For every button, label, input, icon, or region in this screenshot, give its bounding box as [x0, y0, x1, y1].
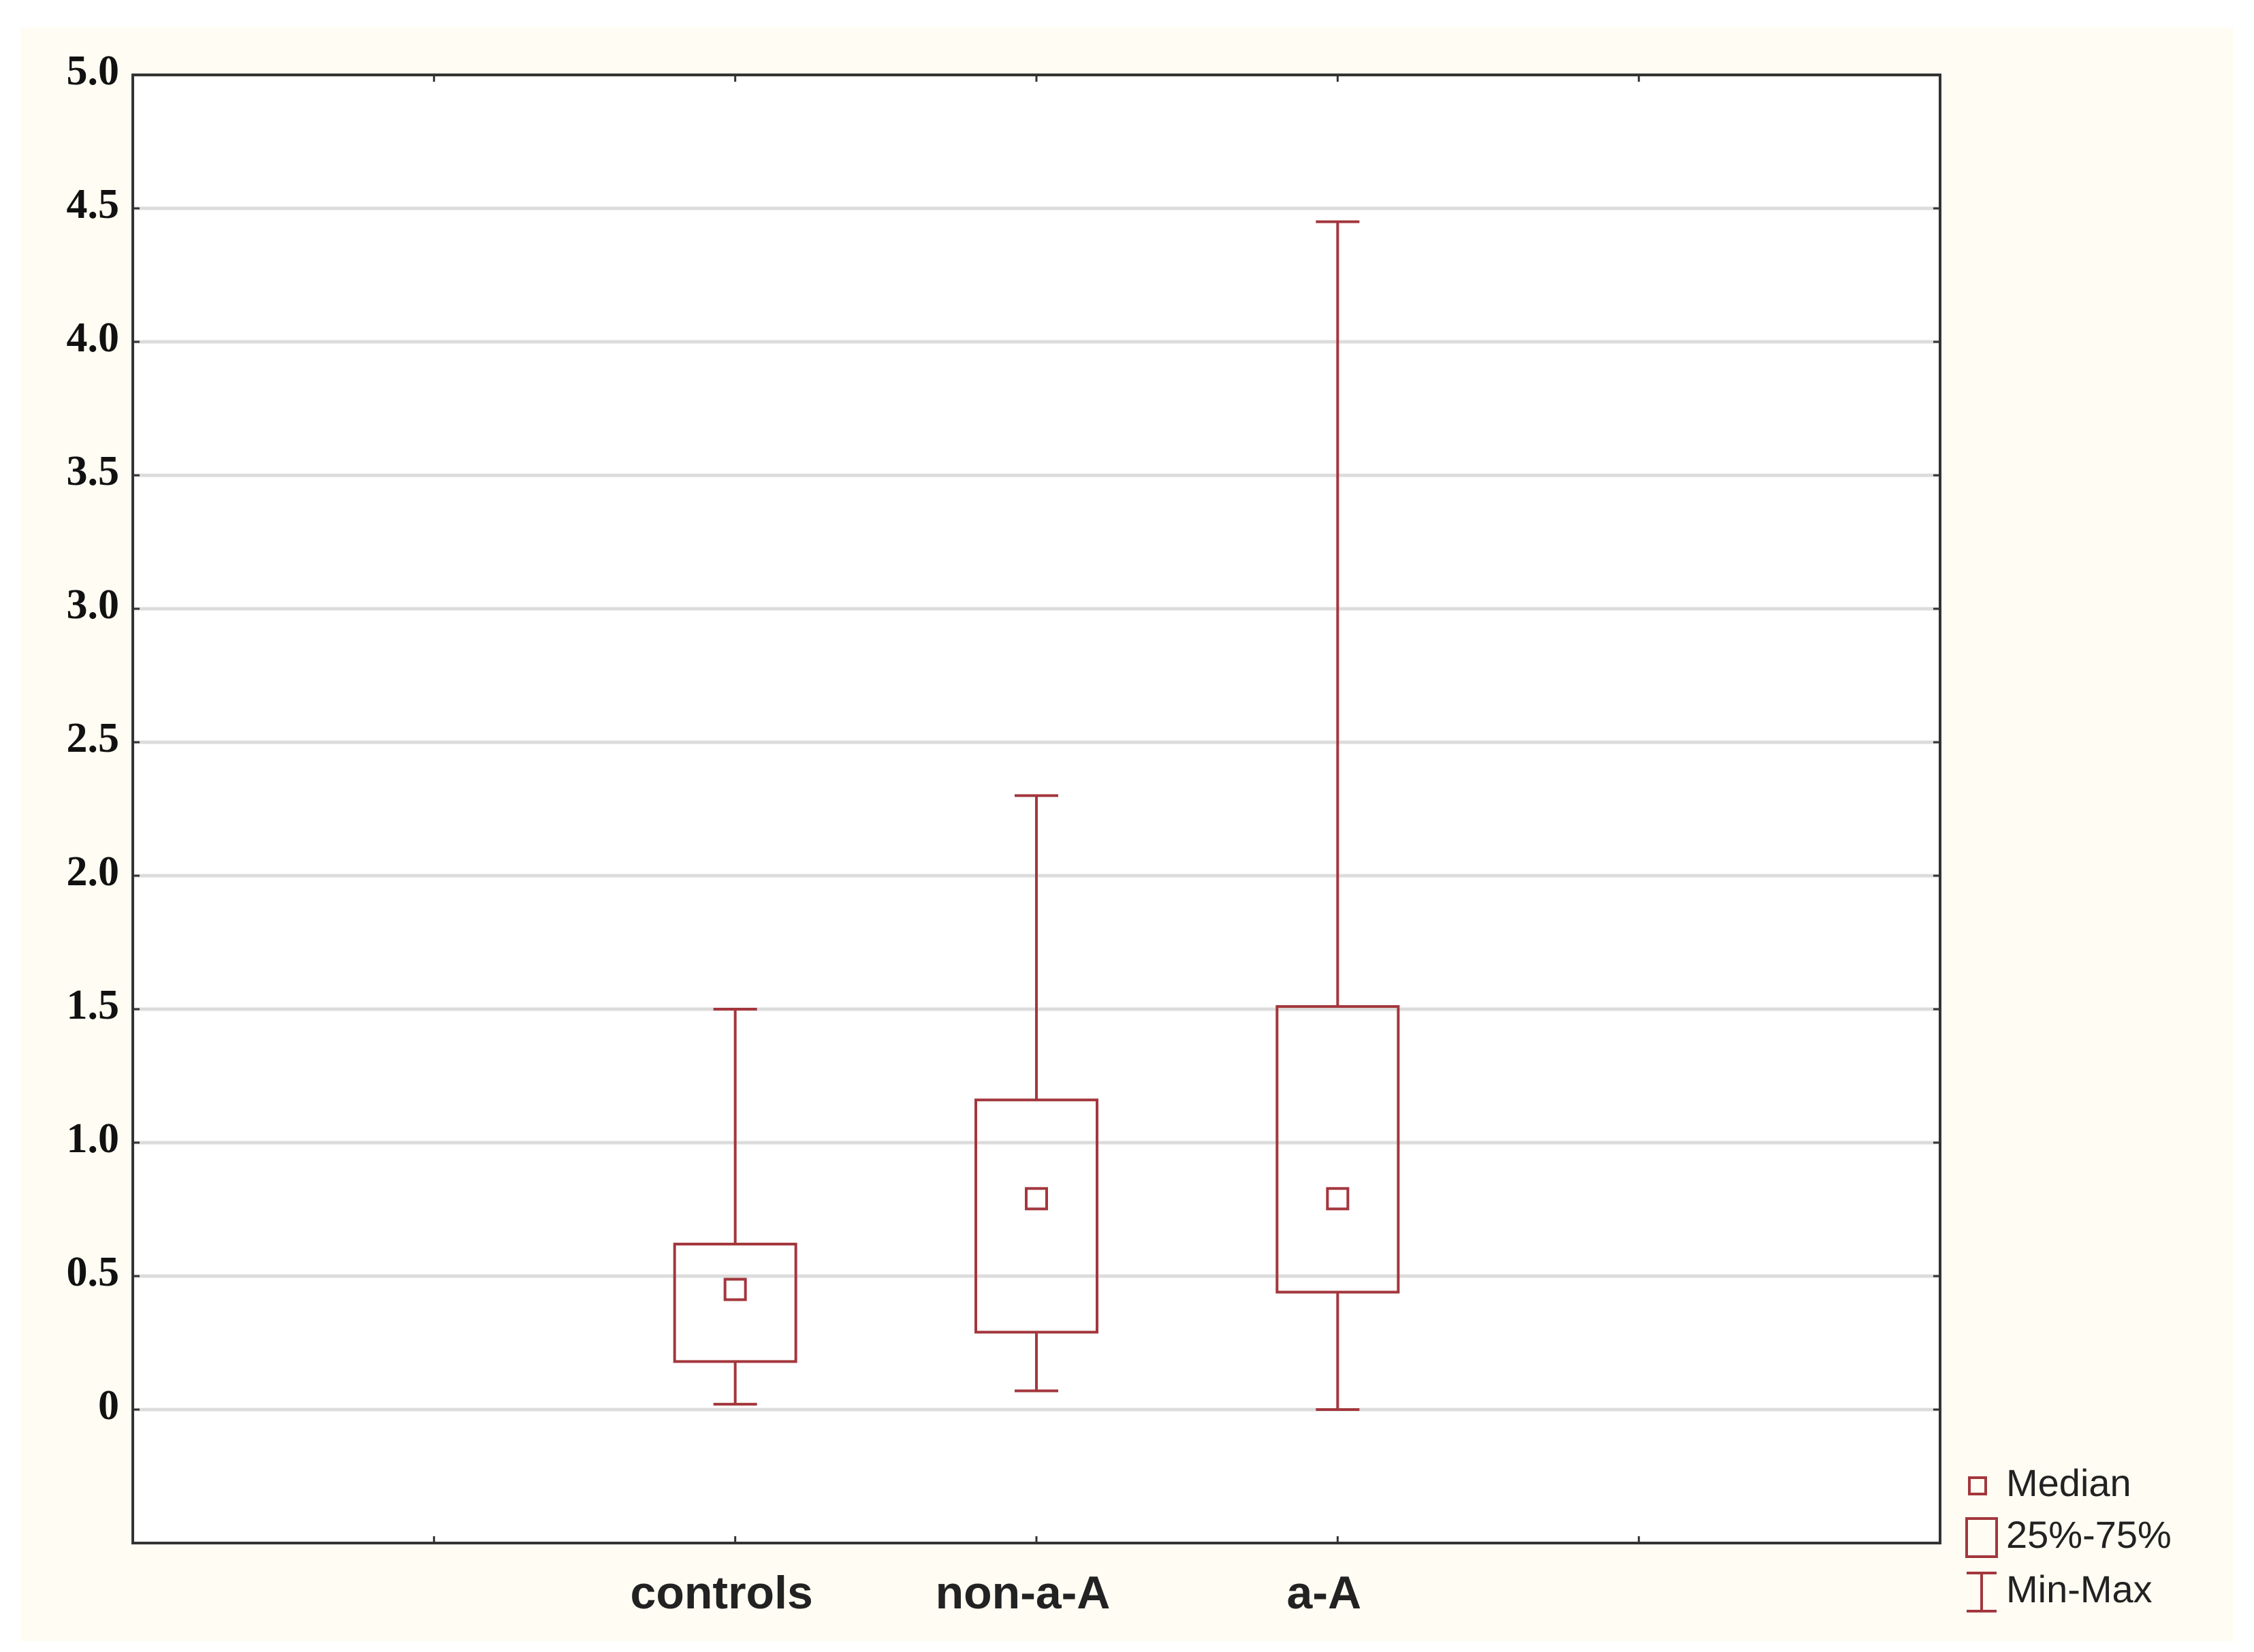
- y-tick-label: 4.0: [67, 315, 120, 361]
- median-marker: [1326, 1187, 1350, 1211]
- plot-frame: [131, 74, 1941, 1544]
- legend-median-icon: [1968, 1476, 1987, 1495]
- box: [974, 1098, 1098, 1334]
- y-tick-label: 3.0: [67, 582, 120, 628]
- y-tick-label: 0.5: [67, 1249, 120, 1295]
- y-tick-label: 1.5: [67, 982, 120, 1028]
- legend-label: Median: [2006, 1461, 2131, 1504]
- x-tick-label: non-a-A: [936, 1567, 1111, 1619]
- box: [1275, 1005, 1400, 1294]
- y-tick-label: 4.5: [67, 181, 120, 227]
- box: [673, 1242, 797, 1363]
- median-marker: [1025, 1187, 1048, 1211]
- x-tick-label: a-A: [1287, 1567, 1362, 1619]
- y-tick-label: 0: [98, 1382, 119, 1429]
- median-marker: [723, 1277, 747, 1301]
- y-tick-label: 2.5: [67, 715, 120, 761]
- legend-box-icon: [1965, 1517, 1998, 1558]
- y-tick-label: 3.5: [67, 448, 120, 494]
- y-tick-label: 2.0: [67, 848, 120, 895]
- x-tick-label: controls: [631, 1567, 813, 1619]
- y-tick-label: 1.0: [67, 1115, 120, 1162]
- legend-label: Min-Max: [2006, 1568, 2153, 1610]
- y-tick-label: 5.0: [67, 48, 120, 94]
- legend-label: 25%-75%: [2006, 1513, 2172, 1556]
